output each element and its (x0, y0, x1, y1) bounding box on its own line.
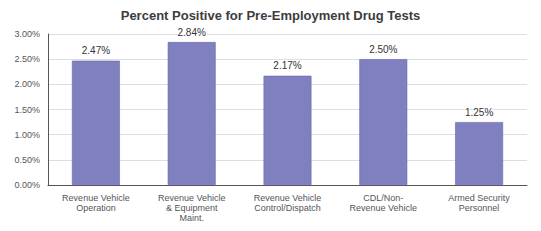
svg-text:Personnel: Personnel (459, 203, 500, 213)
svg-text:& Equipment: & Equipment (166, 203, 218, 213)
svg-text:Percent Positive for Pre-Emplo: Percent Positive for Pre-Employment Drug… (121, 8, 421, 23)
svg-text:2.00%: 2.00% (14, 79, 40, 89)
svg-text:3.00%: 3.00% (14, 29, 40, 39)
svg-text:1.50%: 1.50% (14, 105, 40, 115)
svg-text:1.25%: 1.25% (465, 107, 493, 118)
svg-text:Revenue Vehicle: Revenue Vehicle (62, 193, 130, 203)
svg-text:Operation: Operation (76, 203, 116, 213)
svg-text:2.84%: 2.84% (178, 27, 206, 38)
svg-text:Revenue Vehicle: Revenue Vehicle (254, 193, 322, 203)
svg-text:2.47%: 2.47% (82, 45, 110, 56)
svg-text:0.50%: 0.50% (14, 155, 40, 165)
svg-text:0.00%: 0.00% (14, 180, 40, 190)
svg-text:2.17%: 2.17% (273, 60, 301, 71)
svg-text:1.00%: 1.00% (14, 130, 40, 140)
svg-text:Maint.: Maint. (179, 213, 204, 223)
svg-text:CDL/Non-: CDL/Non- (363, 193, 403, 203)
svg-text:2.50%: 2.50% (14, 54, 40, 64)
svg-text:Control/Dispatch: Control/Dispatch (254, 203, 321, 213)
svg-text:Revenue Vehicle: Revenue Vehicle (350, 203, 418, 213)
svg-text:2.50%: 2.50% (369, 44, 397, 55)
svg-text:Armed Security: Armed Security (448, 193, 510, 203)
svg-text:Revenue Vehicle: Revenue Vehicle (158, 193, 226, 203)
